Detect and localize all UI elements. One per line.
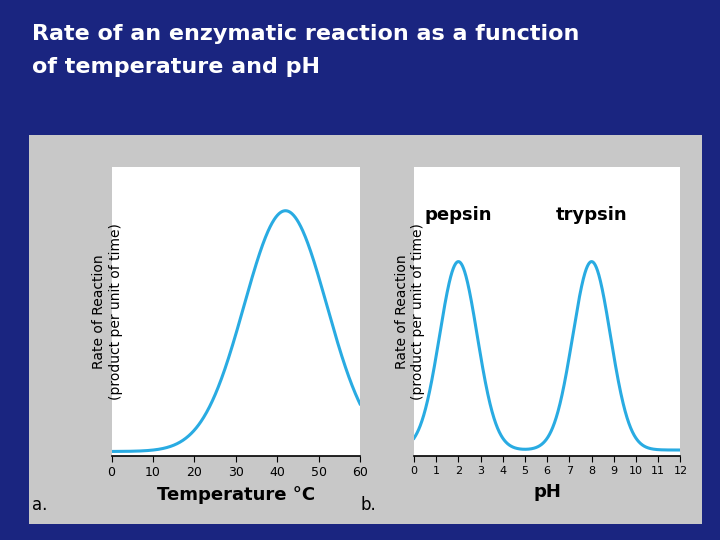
X-axis label: pH: pH (534, 483, 561, 501)
Y-axis label: Rate of Reaction
(product per unit of time): Rate of Reaction (product per unit of ti… (395, 224, 425, 400)
Text: a.: a. (32, 496, 48, 514)
Text: of temperature and pH: of temperature and pH (32, 57, 320, 77)
Text: pepsin: pepsin (425, 206, 492, 224)
X-axis label: Temperature °C: Temperature °C (157, 486, 315, 504)
Text: b.: b. (360, 496, 376, 514)
Text: Rate of an enzymatic reaction as a function: Rate of an enzymatic reaction as a funct… (32, 24, 580, 44)
Text: trypsin: trypsin (556, 206, 627, 224)
Y-axis label: Rate of Reaction
(product per unit of time): Rate of Reaction (product per unit of ti… (92, 224, 122, 400)
